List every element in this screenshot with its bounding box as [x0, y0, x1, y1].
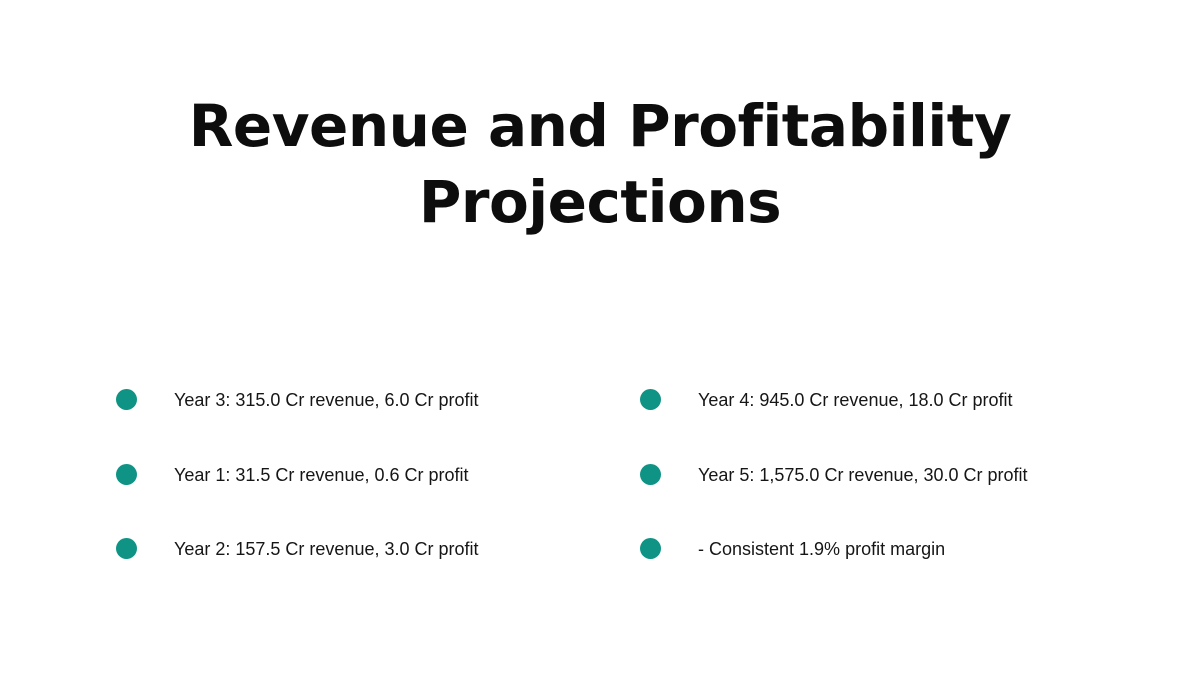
- bullet-dot-icon: [640, 463, 661, 485]
- bullet-list-right: Year 4: 945.0 Cr revenue, 18.0 Cr profit…: [638, 376, 1138, 600]
- bullet-dot-icon: [116, 389, 137, 410]
- bullet-list-left: Year 3: 315.0 Cr revenue, 6.0 Cr profit …: [114, 376, 614, 600]
- slide-title: Revenue and Profitability Projections: [188, 92, 1012, 236]
- bullet-item: Year 3: 315.0 Cr revenue, 6.0 Cr profit: [114, 376, 614, 451]
- bullet-text: Year 1: 31.5 Cr revenue, 0.6 Cr profit: [174, 464, 469, 485]
- bullet-dot-icon: [640, 389, 661, 410]
- bullet-dot-icon: [116, 538, 137, 559]
- bullet-dot-icon: [116, 463, 137, 485]
- bullet-text: Year 4: 945.0 Cr revenue, 18.0 Cr profit: [698, 390, 1013, 410]
- bullet-text: - Consistent 1.9% profit margin: [698, 539, 946, 559]
- bullet-text: Year 2: 157.5 Cr revenue, 3.0 Cr profit: [174, 539, 479, 559]
- bullet-dot-icon: [640, 538, 661, 559]
- bullet-item: Year 1: 31.5 Cr revenue, 0.6 Cr profit: [114, 451, 614, 526]
- bullet-item: Year 5: 1,575.0 Cr revenue, 30.0 Cr prof…: [638, 451, 1138, 526]
- bullet-item: Year 4: 945.0 Cr revenue, 18.0 Cr profit: [638, 376, 1138, 451]
- bullet-text: Year 5: 1,575.0 Cr revenue, 30.0 Cr prof…: [698, 464, 1028, 485]
- bullet-item: - Consistent 1.9% profit margin: [638, 525, 1138, 600]
- bullet-item: Year 2: 157.5 Cr revenue, 3.0 Cr profit: [114, 525, 614, 600]
- bullet-text: Year 3: 315.0 Cr revenue, 6.0 Cr profit: [174, 390, 479, 410]
